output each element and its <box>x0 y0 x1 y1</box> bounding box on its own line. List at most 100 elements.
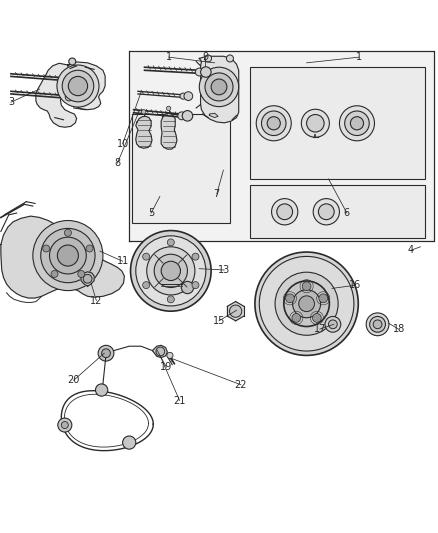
Circle shape <box>255 252 358 356</box>
Circle shape <box>328 320 337 329</box>
Circle shape <box>302 282 311 290</box>
Circle shape <box>313 199 339 225</box>
Text: 3: 3 <box>8 97 14 107</box>
Circle shape <box>167 352 173 359</box>
Circle shape <box>178 112 186 120</box>
Polygon shape <box>36 62 105 127</box>
Circle shape <box>143 281 150 288</box>
Circle shape <box>192 281 199 288</box>
Circle shape <box>95 384 108 396</box>
Circle shape <box>98 345 114 361</box>
Circle shape <box>192 253 199 260</box>
Circle shape <box>181 281 194 294</box>
Circle shape <box>78 270 85 278</box>
Text: 7: 7 <box>214 189 220 199</box>
Circle shape <box>272 199 298 225</box>
Circle shape <box>199 67 239 107</box>
Circle shape <box>184 92 193 101</box>
Polygon shape <box>81 272 94 286</box>
Text: 1: 1 <box>166 52 172 62</box>
Circle shape <box>182 110 193 121</box>
Circle shape <box>61 422 68 429</box>
Circle shape <box>49 237 86 274</box>
Circle shape <box>201 67 211 77</box>
Circle shape <box>211 79 227 95</box>
Circle shape <box>156 347 165 356</box>
Circle shape <box>277 204 293 220</box>
Circle shape <box>267 117 280 130</box>
Circle shape <box>313 313 321 322</box>
Circle shape <box>345 111 369 135</box>
Circle shape <box>325 317 341 332</box>
Circle shape <box>141 110 146 114</box>
Circle shape <box>350 117 364 130</box>
Circle shape <box>123 436 136 449</box>
Circle shape <box>69 58 76 65</box>
Circle shape <box>275 272 338 335</box>
Text: 12: 12 <box>90 296 102 305</box>
Polygon shape <box>199 56 239 123</box>
Circle shape <box>293 290 321 318</box>
Text: 8: 8 <box>114 158 120 168</box>
Text: 10: 10 <box>117 139 129 149</box>
Circle shape <box>131 231 211 311</box>
Circle shape <box>259 256 354 351</box>
Polygon shape <box>209 113 218 118</box>
Circle shape <box>318 204 334 220</box>
Text: 15: 15 <box>213 316 225 326</box>
Circle shape <box>339 106 374 141</box>
Circle shape <box>154 254 187 287</box>
Circle shape <box>226 55 233 62</box>
Polygon shape <box>161 113 177 149</box>
Text: 21: 21 <box>173 395 186 406</box>
Circle shape <box>64 229 71 236</box>
Circle shape <box>33 221 103 290</box>
Circle shape <box>136 236 206 306</box>
Circle shape <box>286 294 294 303</box>
Text: 6: 6 <box>344 208 350 218</box>
Circle shape <box>307 115 324 132</box>
Circle shape <box>102 349 110 358</box>
Polygon shape <box>152 345 167 358</box>
Circle shape <box>86 245 93 252</box>
Circle shape <box>205 55 212 62</box>
Circle shape <box>167 296 174 303</box>
Polygon shape <box>129 51 434 241</box>
Text: 16: 16 <box>349 280 361 290</box>
Circle shape <box>68 76 88 96</box>
Text: 20: 20 <box>67 375 80 385</box>
Circle shape <box>256 106 291 141</box>
Circle shape <box>57 245 78 266</box>
Circle shape <box>301 109 329 138</box>
Polygon shape <box>1 216 124 298</box>
Text: 9: 9 <box>202 52 208 62</box>
Circle shape <box>65 93 73 101</box>
Polygon shape <box>227 302 244 321</box>
Text: 4: 4 <box>408 245 414 255</box>
Circle shape <box>205 73 233 101</box>
Circle shape <box>292 313 300 322</box>
Circle shape <box>195 68 203 76</box>
Circle shape <box>299 296 314 312</box>
Circle shape <box>373 320 382 329</box>
Circle shape <box>284 281 329 327</box>
Text: 11: 11 <box>117 256 129 266</box>
Circle shape <box>180 93 186 99</box>
Text: 18: 18 <box>392 324 405 334</box>
Polygon shape <box>136 116 152 148</box>
Circle shape <box>57 65 99 107</box>
Circle shape <box>366 313 389 336</box>
Circle shape <box>147 247 195 295</box>
Circle shape <box>58 418 72 432</box>
Circle shape <box>161 261 180 280</box>
Circle shape <box>166 106 171 110</box>
Text: 22: 22 <box>235 379 247 390</box>
Circle shape <box>143 253 150 260</box>
Circle shape <box>167 239 174 246</box>
Bar <box>250 185 425 238</box>
Text: 1: 1 <box>356 52 362 62</box>
Bar <box>132 114 230 223</box>
Bar <box>250 67 425 179</box>
Circle shape <box>230 305 242 317</box>
Text: 13: 13 <box>218 265 230 275</box>
